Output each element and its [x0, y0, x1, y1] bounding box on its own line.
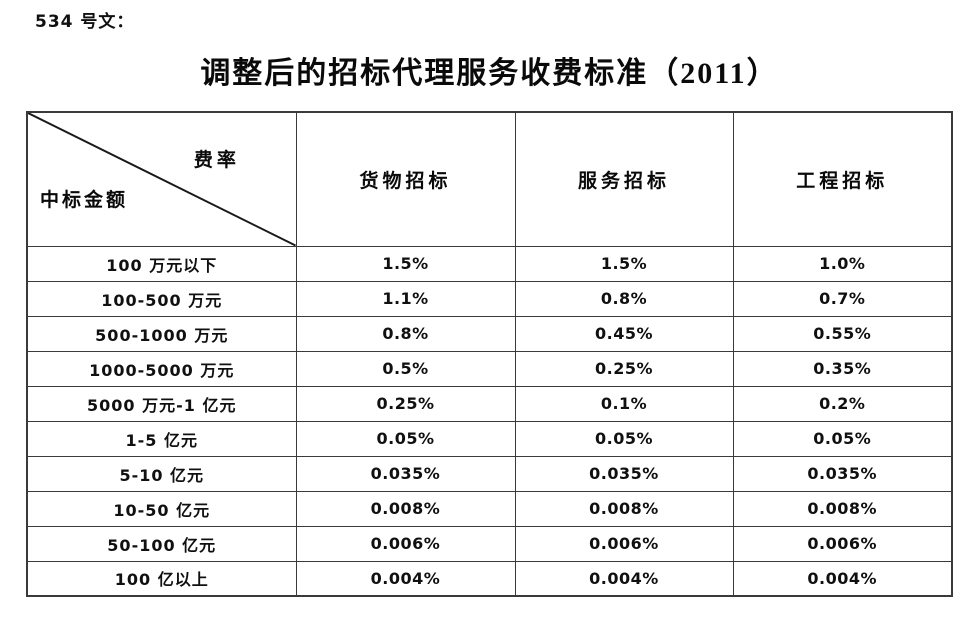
header-row: 费率 中标金额 货物招标 服务招标 工程招标	[26, 111, 953, 247]
rate-cell-engineering: 0.55%	[732, 315, 953, 352]
fee-rate-table: 费率 中标金额 货物招标 服务招标 工程招标 100 万元以下 1.5% 1.5…	[26, 111, 953, 597]
table-row: 5-10 亿元 0.035% 0.035% 0.035%	[26, 455, 953, 492]
rate-cell-goods: 0.5%	[295, 350, 516, 387]
page-title: 调整后的招标代理服务收费标准（2011）	[200, 57, 779, 90]
diagonal-divider-line	[28, 113, 295, 245]
column-header-engineering-bidding: 工程招标	[732, 111, 953, 247]
amount-range-cell: 50-100 亿元	[26, 525, 297, 562]
rate-cell-goods: 0.004%	[295, 560, 516, 597]
table-row: 1000-5000 万元 0.5% 0.25% 0.35%	[26, 350, 953, 387]
amount-range-cell: 5-10 亿元	[26, 455, 297, 492]
rate-cell-engineering: 0.35%	[732, 350, 953, 387]
amount-range-cell: 5000 万元-1 亿元	[26, 385, 297, 422]
amount-range-cell: 500-1000 万元	[26, 315, 297, 352]
rate-cell-service: 0.1%	[514, 385, 734, 422]
table-row: 100-500 万元 1.1% 0.8% 0.7%	[26, 280, 953, 317]
rate-cell-engineering: 0.008%	[732, 490, 953, 527]
column-header-goods-bidding: 货物招标	[295, 111, 516, 247]
rate-cell-engineering: 0.006%	[732, 525, 953, 562]
table-row: 1-5 亿元 0.05% 0.05% 0.05%	[26, 420, 953, 457]
rate-cell-goods: 0.006%	[295, 525, 516, 562]
table-row: 50-100 亿元 0.006% 0.006% 0.006%	[26, 525, 953, 562]
rate-cell-goods: 1.5%	[295, 245, 516, 282]
corner-label-bid-amount: 中标金额	[40, 189, 129, 211]
rate-cell-service: 0.45%	[514, 315, 734, 352]
rate-cell-engineering: 0.004%	[732, 560, 953, 597]
rate-cell-engineering: 0.2%	[732, 385, 953, 422]
rate-cell-goods: 0.05%	[295, 420, 516, 457]
amount-range-cell: 100 亿以上	[26, 560, 297, 597]
rate-cell-service: 0.004%	[514, 560, 734, 597]
rate-cell-goods: 0.25%	[295, 385, 516, 422]
column-header-service-bidding: 服务招标	[514, 111, 734, 247]
rate-cell-engineering: 0.05%	[732, 420, 953, 457]
rate-cell-engineering: 1.0%	[732, 245, 953, 282]
table-row: 10-50 亿元 0.008% 0.008% 0.008%	[26, 490, 953, 527]
amount-range-cell: 1-5 亿元	[26, 420, 297, 457]
rate-cell-service: 0.25%	[514, 350, 734, 387]
rate-cell-service: 0.8%	[514, 280, 734, 317]
corner-label-fee-rate: 费率	[193, 149, 240, 171]
rate-cell-engineering: 0.035%	[732, 455, 953, 492]
rate-cell-service: 0.05%	[514, 420, 734, 457]
amount-range-cell: 100-500 万元	[26, 280, 297, 317]
amount-range-cell: 1000-5000 万元	[26, 350, 297, 387]
rate-cell-service: 0.006%	[514, 525, 734, 562]
rate-cell-service: 0.035%	[514, 455, 734, 492]
rate-cell-goods: 0.008%	[295, 490, 516, 527]
table-row: 500-1000 万元 0.8% 0.45% 0.55%	[26, 315, 953, 352]
rate-cell-engineering: 0.7%	[732, 280, 953, 317]
table-corner-cell: 费率 中标金额	[26, 111, 297, 247]
doc-number-label: 534 号文：	[35, 12, 135, 32]
table-row: 100 万元以下 1.5% 1.5% 1.0%	[26, 245, 953, 282]
rate-cell-goods: 1.1%	[295, 280, 516, 317]
amount-range-cell: 10-50 亿元	[26, 490, 297, 527]
amount-range-cell: 100 万元以下	[26, 245, 297, 282]
rate-cell-service: 1.5%	[514, 245, 734, 282]
rate-cell-service: 0.008%	[514, 490, 734, 527]
table-row: 5000 万元-1 亿元 0.25% 0.1% 0.2%	[26, 385, 953, 422]
table-row: 100 亿以上 0.004% 0.004% 0.004%	[26, 560, 953, 597]
rate-cell-goods: 0.8%	[295, 315, 516, 352]
rate-cell-goods: 0.035%	[295, 455, 516, 492]
